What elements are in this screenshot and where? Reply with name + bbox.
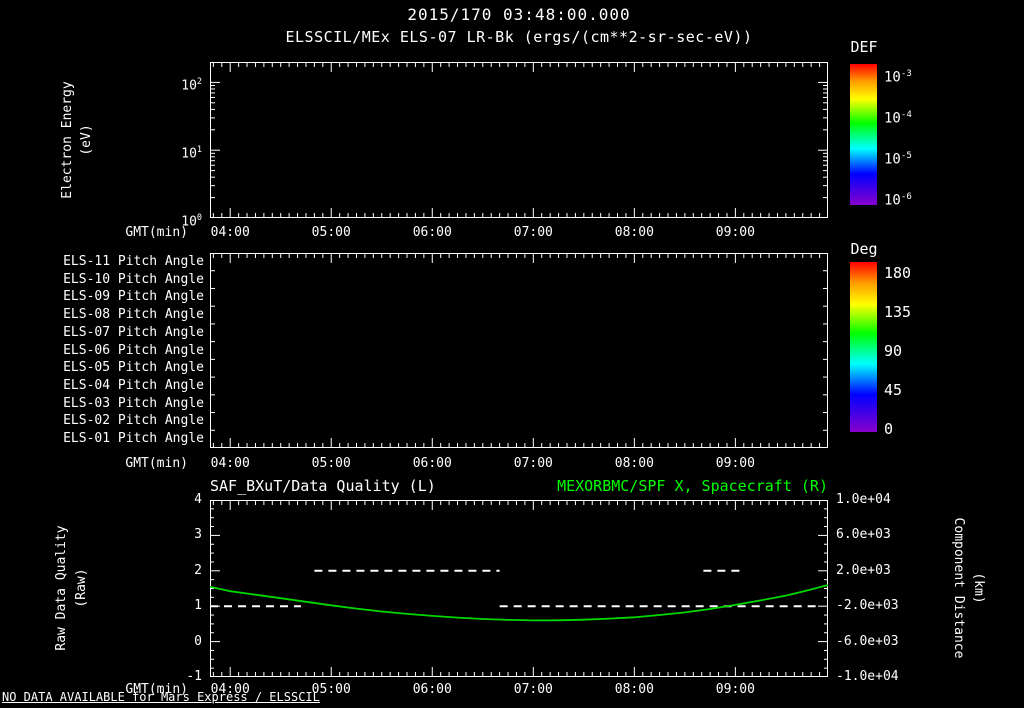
header: 2015/170 03:48:00.000 ELSSCIL/MEx ELS-07…	[210, 5, 828, 46]
y-tick-label: 1	[194, 598, 202, 614]
x-tick-label: 04:00	[210, 682, 250, 697]
quality-xaxis-labels: 04:00 05:00 06:00 07:00 08:00 09:00	[210, 682, 828, 698]
y-tick-label: -1	[186, 669, 202, 684]
quality-left-ylabel: Raw Data Quality	[54, 525, 69, 651]
y-tick-label: 2	[194, 562, 202, 578]
x-tick-label: 04:00	[210, 225, 250, 240]
colorbar-tick-label: 10-6	[884, 191, 912, 209]
x-tick-label: 09:00	[715, 456, 755, 471]
y-tick-label: 101	[181, 144, 202, 162]
pitch-row-label: ELS-03 Pitch Angle	[63, 395, 204, 411]
pitch-row-label: ELS-10 Pitch Angle	[63, 271, 204, 287]
quality-right-ylabel-units: (km)	[971, 572, 986, 604]
y-tick-label: 3	[194, 527, 202, 543]
energy-plot-svg	[210, 62, 828, 218]
header-title: ELSSCIL/MEx ELS-07 LR-Bk (ergs/(cm**2-sr…	[285, 28, 753, 46]
y-tick-label: 2.0e+03	[836, 562, 891, 578]
energy-ylabel-units: (eV)	[79, 124, 94, 156]
colorbar-tick-label: 10-3	[884, 69, 912, 86]
energy-xaxis-labels: 04:00 05:00 06:00 07:00 08:00 09:00	[210, 225, 828, 241]
colorbar-tick-label: 45	[884, 381, 903, 400]
def-colorbar-labels: 10-3 10-4 10-5 10-6	[884, 64, 950, 208]
colorbar-tick-label: 10-4	[884, 110, 912, 127]
gmt-label-energy: GMT(min)	[125, 225, 188, 240]
quality-right-yaxis-labels: 1.0e+04 6.0e+03 2.0e+03 -2.0e+03 -6.0e+03 -1.…	[836, 492, 912, 684]
deg-colorbar-labels: 180 135 90 45 0	[884, 262, 944, 437]
gmt-label-pitch: GMT(min)	[125, 456, 188, 471]
x-tick-label: 06:00	[412, 456, 452, 471]
x-tick-label: 07:00	[513, 682, 553, 697]
def-colorbar-title: DEF	[850, 38, 878, 56]
quality-left-title: SAF_BXuT/Data Quality (L)	[210, 477, 436, 495]
pitch-angle-panel	[210, 253, 828, 448]
colorbar-tick-label: 135	[884, 303, 912, 321]
pitch-row-labels: ELS-11 Pitch Angle ELS-10 Pitch Angle ELS-…	[58, 253, 206, 448]
y-tick-label: 4	[194, 492, 202, 507]
quality-left-ylabel-units: (Raw)	[74, 568, 89, 608]
pitch-row-label: ELS-04 Pitch Angle	[63, 377, 204, 393]
y-tick-label: 0	[194, 633, 202, 649]
x-tick-label: 07:00	[513, 225, 553, 240]
pitch-row-label: ELS-02 Pitch Angle	[63, 413, 204, 429]
energy-ylabel: Electron Energy	[60, 81, 75, 199]
x-tick-label: 04:00	[210, 456, 250, 471]
colorbar-tick-label: 0	[884, 420, 894, 439]
deg-colorbar-title: Deg	[850, 240, 878, 258]
y-tick-label: 100	[181, 212, 202, 230]
x-tick-label: 08:00	[614, 682, 654, 697]
y-tick-label: 1.0e+04	[836, 492, 891, 507]
header-timestamp: 2015/170 03:48:00.000	[407, 5, 631, 24]
colorbar-tick-label: 90	[884, 342, 903, 361]
x-tick-label: 05:00	[311, 682, 351, 697]
quality-panel-titles: SAF_BXuT/Data Quality (L) MEXORBMC/SPF X…	[210, 477, 828, 495]
x-tick-label: 05:00	[311, 456, 351, 471]
spacecraft-x-line	[210, 584, 828, 622]
x-tick-label: 07:00	[513, 456, 553, 471]
colorbar-tick-label: 10-5	[884, 151, 912, 168]
x-tick-label: 09:00	[715, 225, 755, 240]
y-tick-label: 6.0e+03	[836, 527, 891, 543]
y-tick-label: -1.0e+04	[836, 669, 899, 684]
x-tick-label: 06:00	[412, 225, 452, 240]
quality-right-ylabel: Component Distance	[951, 517, 966, 659]
x-tick-label: 08:00	[614, 456, 654, 471]
quality-right-title: MEXORBMC/SPF X, Spacecraft (R)	[557, 477, 828, 495]
pitch-plot-svg	[210, 253, 828, 448]
pitch-row-label: ELS-09 Pitch Angle	[63, 289, 204, 305]
colorbar-tick-label: 180	[884, 263, 912, 282]
pitch-row-label: ELS-08 Pitch Angle	[63, 307, 204, 323]
energy-spectrogram-panel	[210, 62, 828, 218]
pitch-row-label: ELS-05 Pitch Angle	[63, 360, 204, 376]
quality-distance-panel	[210, 500, 828, 677]
y-tick-label: -2.0e+03	[836, 598, 899, 614]
def-colorbar	[850, 64, 877, 205]
gmt-label-quality: GMT(min)	[125, 682, 188, 697]
quality-plot-svg	[210, 500, 828, 677]
quality-left-yaxis-labels: 4 3 2 1 0 -1	[160, 492, 206, 684]
pitch-xaxis-labels: 04:00 05:00 06:00 07:00 08:00 09:00	[210, 456, 828, 472]
x-tick-label: 06:00	[412, 682, 452, 697]
pitch-row-label: ELS-06 Pitch Angle	[63, 342, 204, 358]
no-data-message: NO DATA AVAILABLE for Mars Express / ELS…	[2, 690, 320, 704]
y-tick-label: 102	[181, 76, 202, 94]
y-tick-label: -6.0e+03	[836, 633, 899, 649]
deg-colorbar	[850, 262, 877, 432]
pitch-row-label: ELS-11 Pitch Angle	[63, 253, 204, 269]
energy-yaxis-labels: 102 101 100	[120, 62, 206, 229]
x-tick-label: 09:00	[715, 682, 755, 697]
pitch-row-label: ELS-01 Pitch Angle	[63, 431, 204, 447]
x-tick-label: 05:00	[311, 225, 351, 240]
x-tick-label: 08:00	[614, 225, 654, 240]
pitch-row-label: ELS-07 Pitch Angle	[63, 324, 204, 340]
